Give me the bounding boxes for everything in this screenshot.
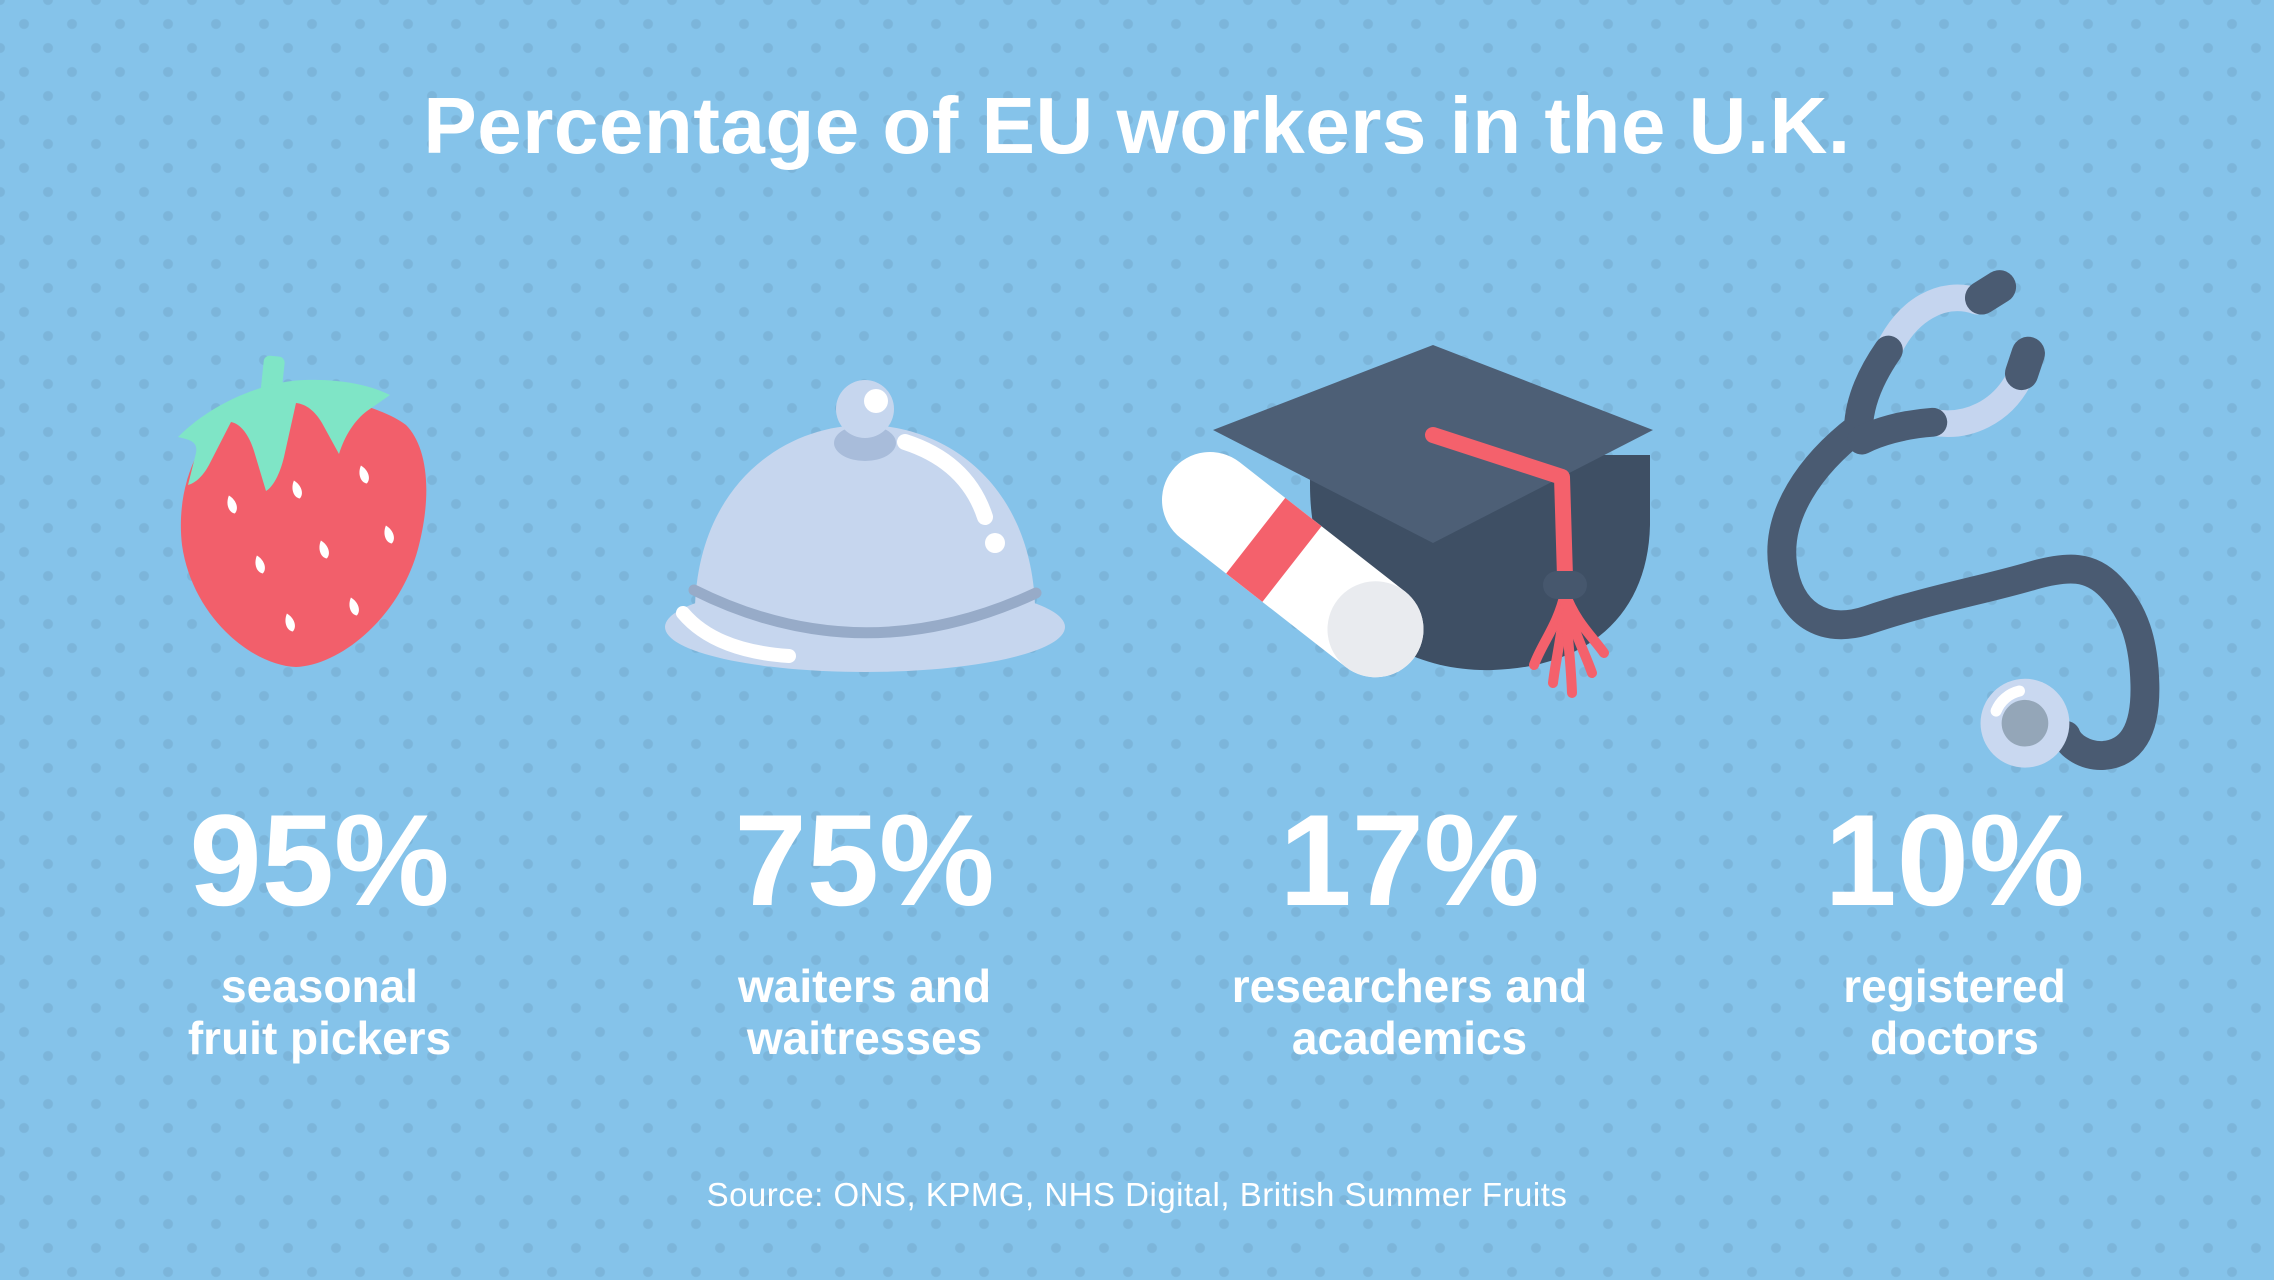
percent-doctors: 10% <box>1824 787 2085 933</box>
icon-cell-doctors <box>1682 250 2227 790</box>
icon-cell-fruit-pickers <box>47 250 592 790</box>
stats-grid: 95% 75% 17% 10% seasonal fruit pickers w… <box>47 250 2227 1064</box>
icon-cell-researchers <box>1137 250 1682 790</box>
percent-fruit-pickers: 95% <box>189 787 450 933</box>
stethoscope-icon <box>1766 270 2159 770</box>
percent-researchers: 17% <box>1279 787 1540 933</box>
label-waiters: waiters and waitresses <box>737 960 992 1064</box>
icon-cell-waiters <box>592 250 1137 790</box>
strawberry-icon <box>177 355 426 667</box>
cloche-icon <box>664 380 1065 672</box>
label-fruit-pickers: seasonal fruit pickers <box>187 960 452 1064</box>
graduation-cap-icon <box>1161 345 1653 698</box>
label-doctors: registered doctors <box>1843 960 2066 1064</box>
percent-waiters: 75% <box>734 787 995 933</box>
source-note: Source: ONS, KPMG, NHS Digital, British … <box>706 1176 1568 1213</box>
label-researchers: researchers and academics <box>1231 960 1588 1064</box>
page-title: Percentage of EU workers in the U.K. <box>423 81 1851 170</box>
